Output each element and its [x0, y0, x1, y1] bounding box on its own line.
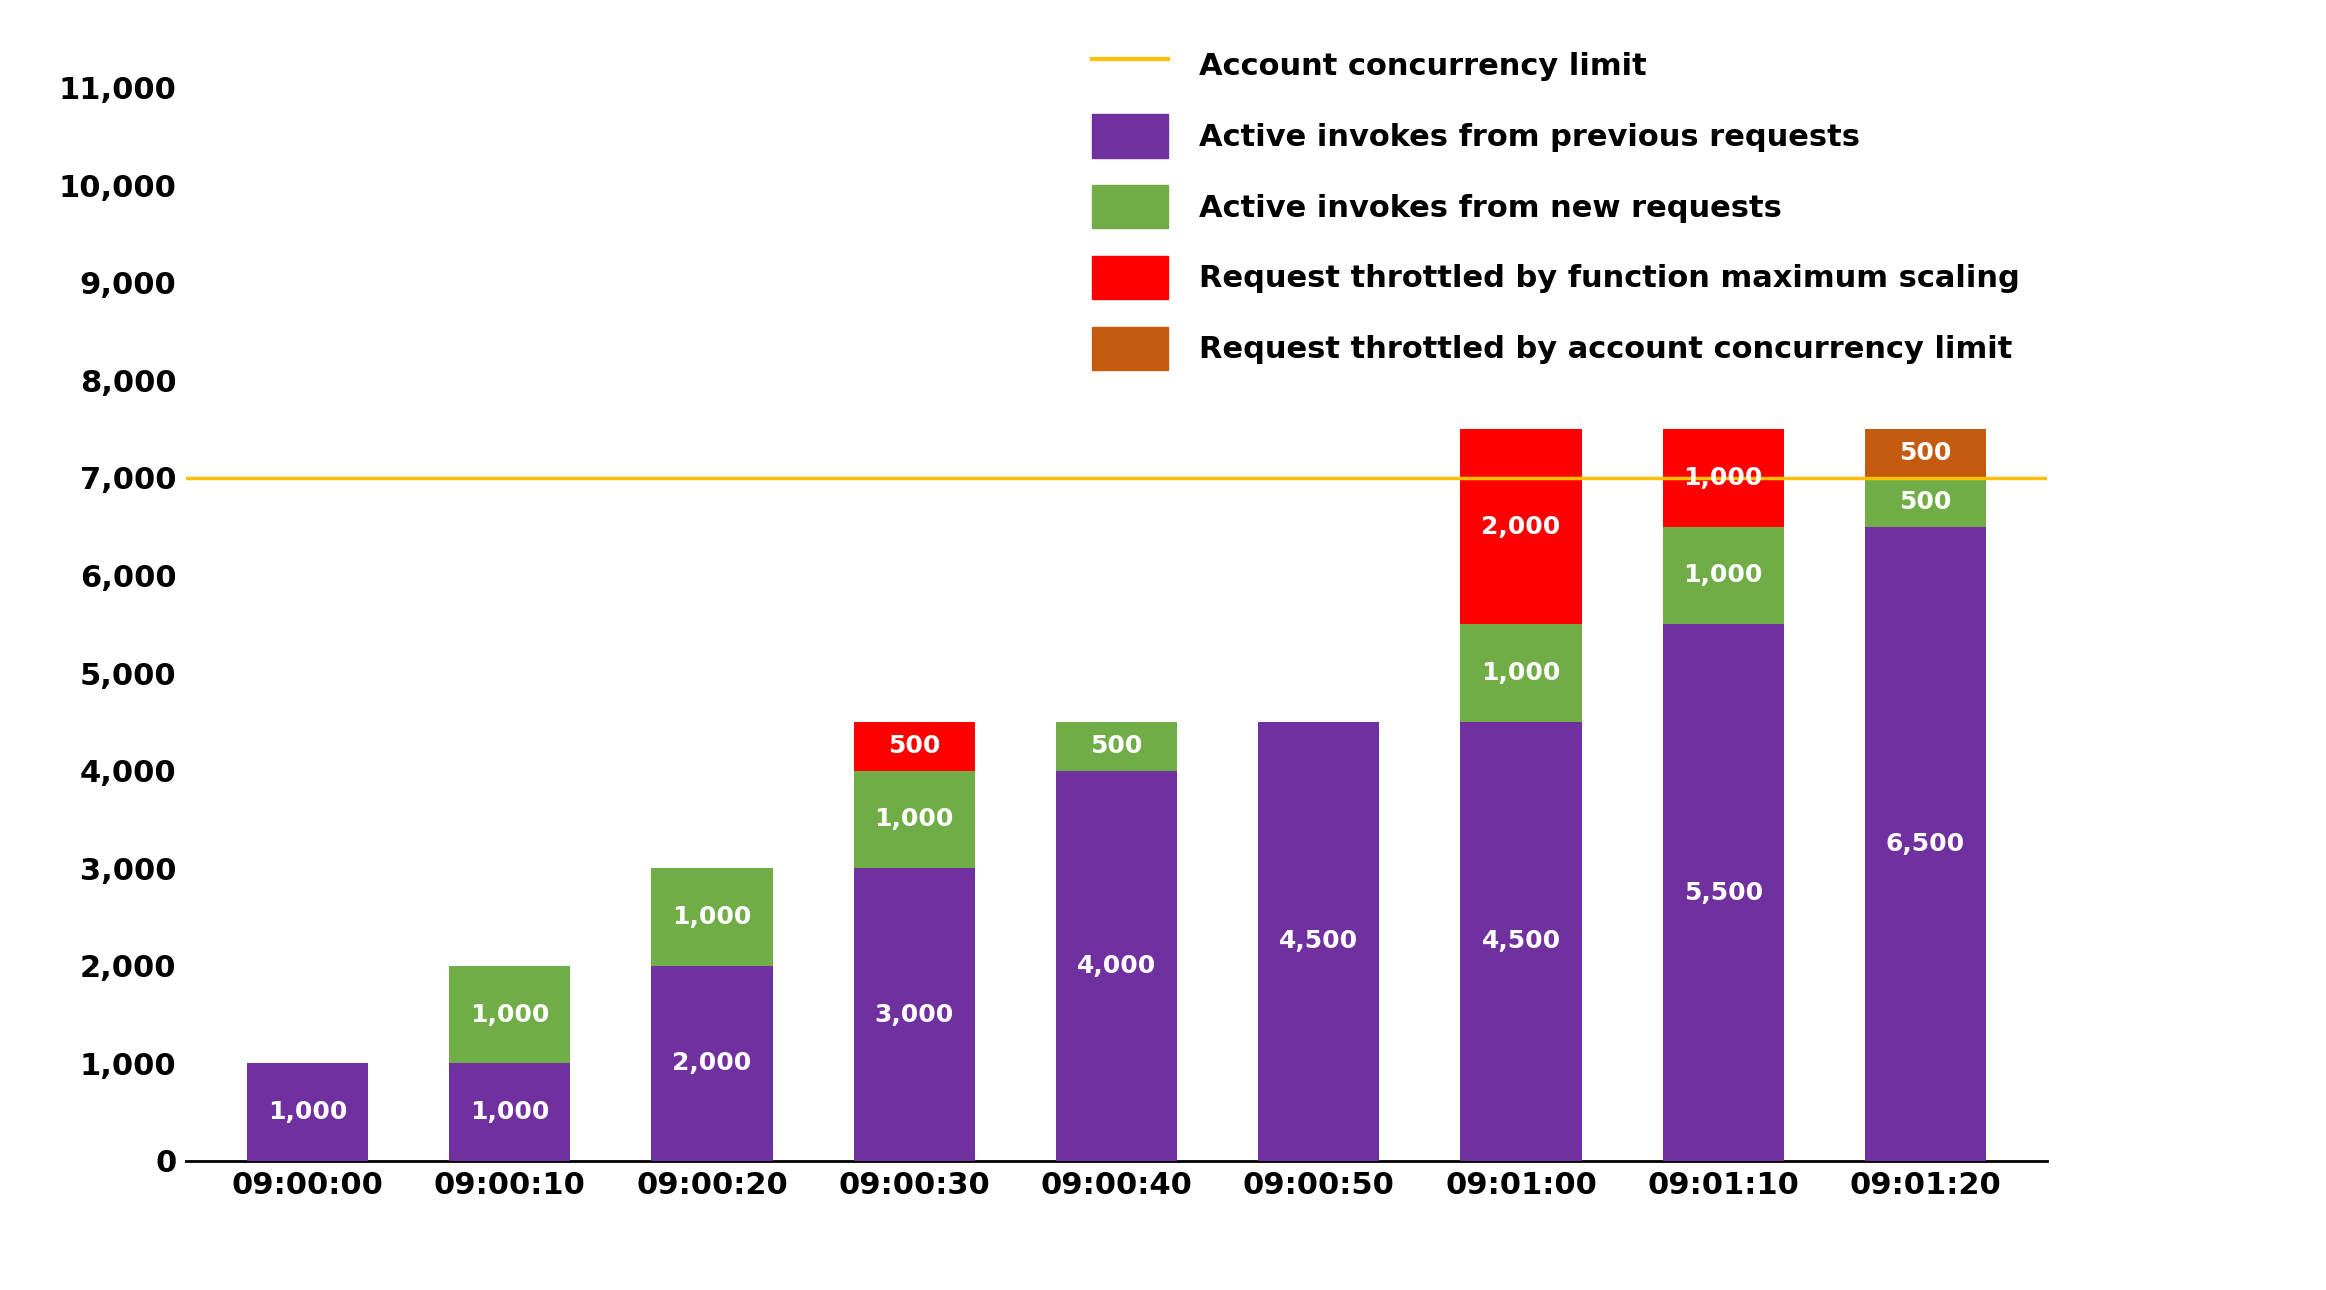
Text: 6,500: 6,500	[1886, 832, 1965, 855]
Bar	[854, 770, 975, 868]
Text: 4,500: 4,500	[1279, 929, 1358, 953]
Text: 2,000: 2,000	[1482, 515, 1561, 539]
Text: 1,000: 1,000	[672, 906, 751, 929]
Text: 2,000: 2,000	[672, 1051, 751, 1076]
Text: 500: 500	[889, 734, 940, 759]
Text: 5,500: 5,500	[1684, 881, 1763, 904]
Bar	[1663, 430, 1784, 526]
Bar	[449, 966, 570, 1063]
Text: 1,000: 1,000	[1482, 660, 1561, 685]
Text: 1,000: 1,000	[267, 1100, 347, 1124]
Text: 1,000: 1,000	[1684, 466, 1763, 490]
Legend: Account concurrency limit, Active invokes from previous requests, Active invokes: Account concurrency limit, Active invoke…	[1079, 31, 2031, 382]
Bar	[1056, 770, 1177, 1161]
Bar	[854, 868, 975, 1161]
Bar	[854, 722, 975, 770]
Bar	[449, 1063, 570, 1161]
Text: 4,000: 4,000	[1077, 953, 1156, 978]
Bar	[1865, 477, 1986, 526]
Text: 3,000: 3,000	[875, 1002, 954, 1027]
Text: 1,000: 1,000	[470, 1002, 549, 1027]
Text: 500: 500	[1900, 441, 1952, 466]
Bar	[1461, 624, 1582, 722]
Text: 500: 500	[1900, 490, 1952, 515]
Bar	[1461, 430, 1582, 624]
Bar	[651, 868, 772, 966]
Text: 500: 500	[1091, 734, 1142, 759]
Bar	[1663, 624, 1784, 1161]
Text: 1,000: 1,000	[875, 808, 954, 832]
Text: 4,500: 4,500	[1482, 929, 1561, 953]
Bar	[1865, 526, 1986, 1161]
Bar	[1258, 722, 1379, 1161]
Bar	[651, 966, 772, 1161]
Text: 1,000: 1,000	[470, 1100, 549, 1124]
Bar	[247, 1063, 368, 1161]
Bar	[1056, 722, 1177, 770]
Text: 1,000: 1,000	[1684, 564, 1763, 587]
Bar	[1865, 430, 1986, 477]
Bar	[1663, 526, 1784, 624]
Bar	[1461, 722, 1582, 1161]
